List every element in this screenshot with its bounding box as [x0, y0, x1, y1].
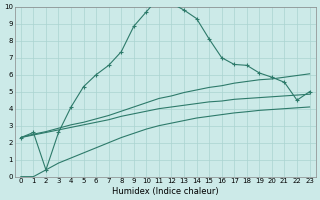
X-axis label: Humidex (Indice chaleur): Humidex (Indice chaleur): [112, 187, 219, 196]
